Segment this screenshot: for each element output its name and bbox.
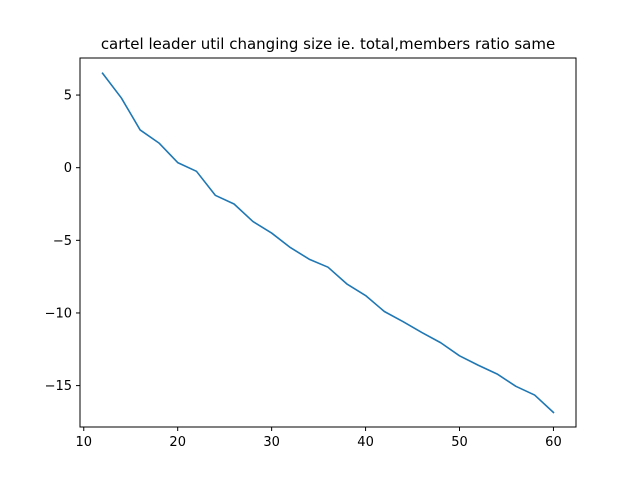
x-tick-label: 60 [545, 435, 562, 450]
x-tick-label: 20 [169, 435, 186, 450]
y-tick-label: 5 [64, 89, 72, 104]
chart-title: cartel leader util changing size ie. tot… [101, 35, 555, 53]
y-tick-label: −15 [45, 379, 72, 394]
x-tick-label: 50 [451, 435, 468, 450]
series-layer [101, 72, 555, 414]
y-tick-label: −10 [45, 306, 72, 321]
y-tick-label: 0 [64, 161, 72, 176]
x-tick-label: 30 [263, 435, 280, 450]
series-line-0 [101, 72, 555, 414]
y-tick-label: −5 [53, 234, 72, 249]
x-tick-label: 40 [357, 435, 374, 450]
axes-frame [79, 57, 577, 428]
x-tick-label: 10 [75, 435, 92, 450]
